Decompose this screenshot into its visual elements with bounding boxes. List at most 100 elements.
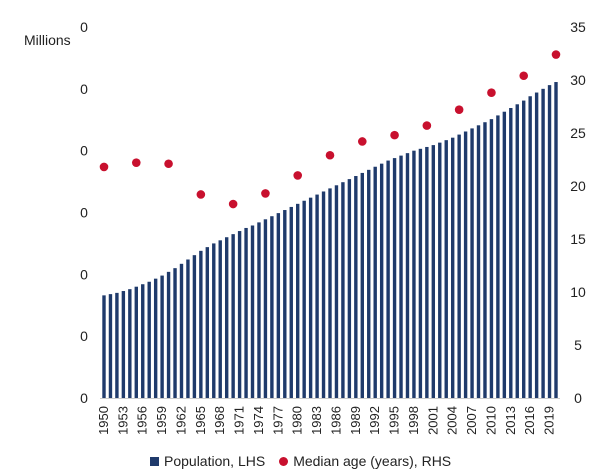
right-axis-tick-label: 15 bbox=[570, 231, 586, 247]
left-axis-tick-label: 0 bbox=[80, 328, 88, 344]
population-bar bbox=[367, 169, 371, 398]
left-axis-unit-label: Millions bbox=[24, 32, 71, 48]
x-axis-tick-label: 2016 bbox=[522, 406, 537, 435]
median-age-dot bbox=[293, 171, 303, 180]
x-axis-tick-label: 1980 bbox=[290, 406, 305, 435]
median-age-dot bbox=[487, 88, 496, 98]
x-axis-tick-label: 2010 bbox=[483, 406, 498, 435]
population-bar bbox=[173, 268, 177, 398]
population-bar bbox=[263, 219, 268, 398]
population-bar bbox=[128, 289, 132, 398]
population-bar bbox=[160, 275, 164, 398]
left-axis-ticks: 0 0 0 0 0 0 0 bbox=[80, 19, 88, 406]
population-bar bbox=[438, 142, 442, 398]
median-age-dot bbox=[196, 190, 206, 199]
median-age-dots bbox=[99, 50, 561, 209]
x-axis-tick-label: 1977 bbox=[270, 406, 285, 435]
population-bar bbox=[476, 125, 481, 398]
x-axis-tick-label: 1983 bbox=[309, 406, 324, 435]
population-bar bbox=[244, 227, 248, 398]
population-bar bbox=[296, 203, 300, 398]
left-axis-tick-label: 0 bbox=[80, 81, 88, 97]
right-axis-tick-label: 30 bbox=[570, 72, 586, 88]
right-axis-tick-label: 10 bbox=[570, 284, 586, 300]
population-bar bbox=[554, 82, 558, 398]
median-age-dot bbox=[551, 50, 561, 59]
median-age-dot bbox=[357, 137, 367, 146]
population-bar bbox=[179, 263, 184, 398]
population-bar bbox=[489, 119, 494, 398]
legend-swatch-median-age bbox=[279, 456, 289, 466]
x-axis-tick-label: 1965 bbox=[193, 406, 208, 435]
x-axis-tick-label: 2007 bbox=[464, 406, 479, 435]
population-bar bbox=[347, 179, 352, 398]
x-axis-tick-label: 1962 bbox=[173, 406, 188, 435]
x-axis-tick-label: 1953 bbox=[115, 406, 130, 435]
population-bar bbox=[218, 240, 222, 398]
left-axis-tick-label: 0 bbox=[80, 205, 88, 221]
median-age-dot bbox=[99, 162, 109, 172]
population-bar bbox=[276, 213, 281, 398]
x-axis-tick-label: 1950 bbox=[96, 406, 111, 435]
x-axis-tick-label: 2013 bbox=[503, 406, 518, 435]
left-axis-tick-label: 0 bbox=[80, 390, 88, 406]
population-bar bbox=[115, 292, 119, 398]
x-axis-tick-label: 1998 bbox=[406, 406, 421, 435]
population-bar bbox=[418, 148, 423, 398]
population-bar bbox=[321, 191, 326, 398]
population-median-age-chart: Millions 0 0 0 0 0 0 0 0 5 10 15 20 25 30 35 1950 1953… bbox=[24, 19, 586, 435]
population-bar bbox=[134, 286, 138, 398]
legend-swatch-population bbox=[150, 456, 159, 466]
population-bar bbox=[450, 137, 455, 398]
median-age-dot bbox=[390, 130, 399, 140]
legend-item-population: Population, LHS bbox=[150, 453, 265, 469]
left-axis-tick-label: 0 bbox=[80, 266, 88, 282]
population-bar bbox=[470, 128, 474, 398]
right-axis-tick-label: 5 bbox=[574, 337, 582, 353]
population-bar bbox=[231, 234, 235, 398]
x-axis-tick-label: 1995 bbox=[387, 406, 402, 435]
x-axis-tick-label: 1971 bbox=[232, 406, 247, 435]
population-bar bbox=[141, 284, 145, 398]
population-bar bbox=[392, 158, 397, 398]
population-bar bbox=[431, 145, 436, 398]
population-bar bbox=[224, 237, 229, 398]
population-bar bbox=[199, 250, 203, 398]
left-axis-tick-label: 0 bbox=[80, 19, 88, 35]
population-bar bbox=[399, 155, 403, 398]
population-bar bbox=[302, 200, 306, 398]
population-bar bbox=[153, 278, 158, 398]
population-bar bbox=[522, 100, 526, 398]
population-bar bbox=[212, 243, 216, 398]
population-bar bbox=[192, 255, 197, 398]
population-bar bbox=[412, 150, 416, 398]
population-bar bbox=[386, 160, 390, 398]
legend: Population, LHS Median age (years), RHS bbox=[150, 452, 465, 470]
population-bar bbox=[354, 176, 358, 398]
population-bar bbox=[541, 88, 545, 398]
right-axis-tick-label: 25 bbox=[570, 125, 586, 141]
median-age-dot bbox=[261, 189, 270, 198]
population-bar bbox=[257, 222, 261, 398]
population-bar bbox=[102, 295, 106, 398]
population-bar bbox=[483, 122, 487, 398]
population-bar bbox=[147, 281, 151, 398]
population-bars bbox=[102, 82, 558, 399]
x-axis-tick-label: 2001 bbox=[425, 406, 440, 435]
median-age-dot bbox=[325, 150, 335, 160]
right-axis-tick-label: 0 bbox=[574, 390, 582, 406]
x-axis-tick-label: 1968 bbox=[212, 406, 227, 435]
population-bar bbox=[515, 104, 519, 398]
x-axis-tick-label: 1959 bbox=[154, 406, 169, 435]
x-axis-tick-label: 2019 bbox=[542, 406, 557, 435]
population-bar bbox=[270, 216, 274, 398]
population-bar bbox=[121, 291, 126, 398]
population-bar bbox=[457, 134, 461, 398]
x-axis-tick-label: 1956 bbox=[135, 406, 150, 435]
population-bar bbox=[379, 163, 384, 398]
median-age-dot bbox=[131, 158, 141, 167]
right-axis-tick-label: 35 bbox=[570, 19, 586, 35]
right-axis-ticks: 0 5 10 15 20 25 30 35 bbox=[570, 19, 586, 406]
population-bar bbox=[463, 131, 468, 398]
x-axis-tick-label: 1974 bbox=[251, 406, 266, 435]
